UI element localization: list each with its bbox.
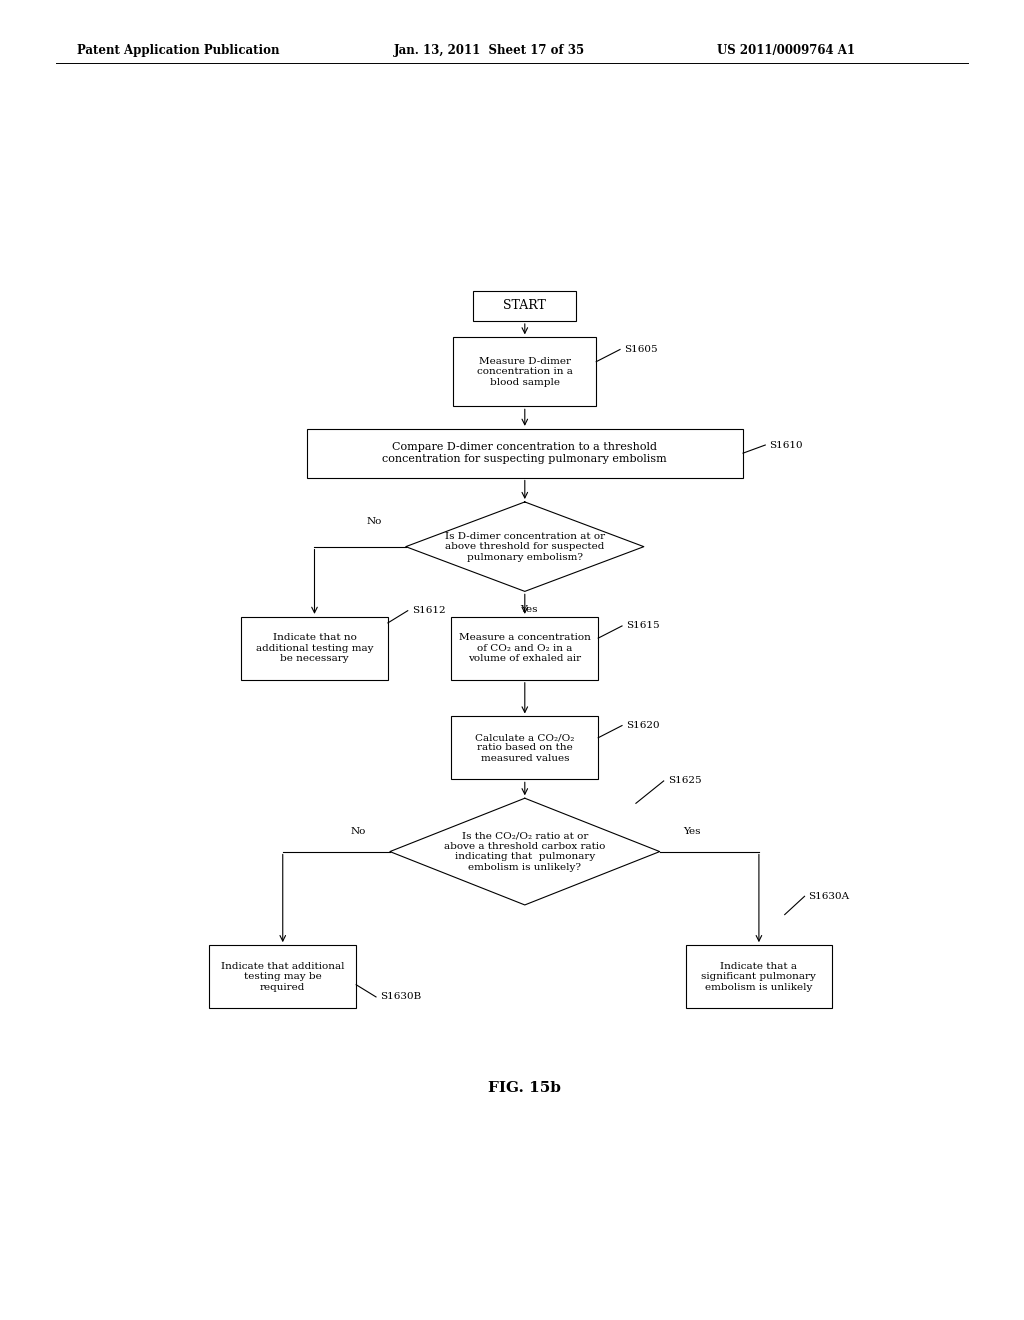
Text: S1630B: S1630B <box>380 993 421 1002</box>
Text: Indicate that a
significant pulmonary
embolism is unlikely: Indicate that a significant pulmonary em… <box>701 962 816 991</box>
Text: Yes: Yes <box>683 826 700 836</box>
Polygon shape <box>406 502 644 591</box>
Text: Yes: Yes <box>520 605 538 614</box>
Text: Measure a concentration
of CO₂ and O₂ in a
volume of exhaled air: Measure a concentration of CO₂ and O₂ in… <box>459 634 591 663</box>
FancyBboxPatch shape <box>241 616 388 680</box>
Text: Indicate that no
additional testing may
be necessary: Indicate that no additional testing may … <box>256 634 373 663</box>
FancyBboxPatch shape <box>473 290 577 321</box>
FancyBboxPatch shape <box>306 429 743 478</box>
Text: S1615: S1615 <box>626 622 659 631</box>
Text: Calculate a CO₂/O₂
ratio based on the
measured values: Calculate a CO₂/O₂ ratio based on the me… <box>475 733 574 763</box>
FancyBboxPatch shape <box>452 717 598 779</box>
Text: Indicate that additional
testing may be
required: Indicate that additional testing may be … <box>221 962 344 991</box>
Text: Measure D-dimer
concentration in a
blood sample: Measure D-dimer concentration in a blood… <box>477 356 572 387</box>
Text: FIG. 15b: FIG. 15b <box>488 1081 561 1096</box>
FancyBboxPatch shape <box>454 338 596 407</box>
Text: Jan. 13, 2011  Sheet 17 of 35: Jan. 13, 2011 Sheet 17 of 35 <box>394 44 586 57</box>
Text: Patent Application Publication: Patent Application Publication <box>77 44 280 57</box>
FancyBboxPatch shape <box>685 945 833 1008</box>
Polygon shape <box>390 799 659 906</box>
FancyBboxPatch shape <box>452 616 598 680</box>
Text: S1610: S1610 <box>769 441 803 450</box>
Text: S1612: S1612 <box>412 606 445 615</box>
Text: S1630A: S1630A <box>809 892 850 900</box>
Text: Is D-dimer concentration at or
above threshold for suspected
pulmonary embolism?: Is D-dimer concentration at or above thr… <box>444 532 605 561</box>
Text: S1620: S1620 <box>626 721 659 730</box>
Text: No: No <box>350 826 366 836</box>
Text: S1605: S1605 <box>624 345 657 354</box>
Text: Compare D-dimer concentration to a threshold
concentration for suspecting pulmon: Compare D-dimer concentration to a thres… <box>382 442 668 463</box>
Text: START: START <box>504 300 546 313</box>
Text: US 2011/0009764 A1: US 2011/0009764 A1 <box>717 44 855 57</box>
Text: S1625: S1625 <box>668 776 701 785</box>
Text: Is the CO₂/O₂ ratio at or
above a threshold carbox ratio
indicating that  pulmon: Is the CO₂/O₂ ratio at or above a thresh… <box>444 832 605 871</box>
Text: No: No <box>367 516 382 525</box>
FancyBboxPatch shape <box>209 945 356 1008</box>
